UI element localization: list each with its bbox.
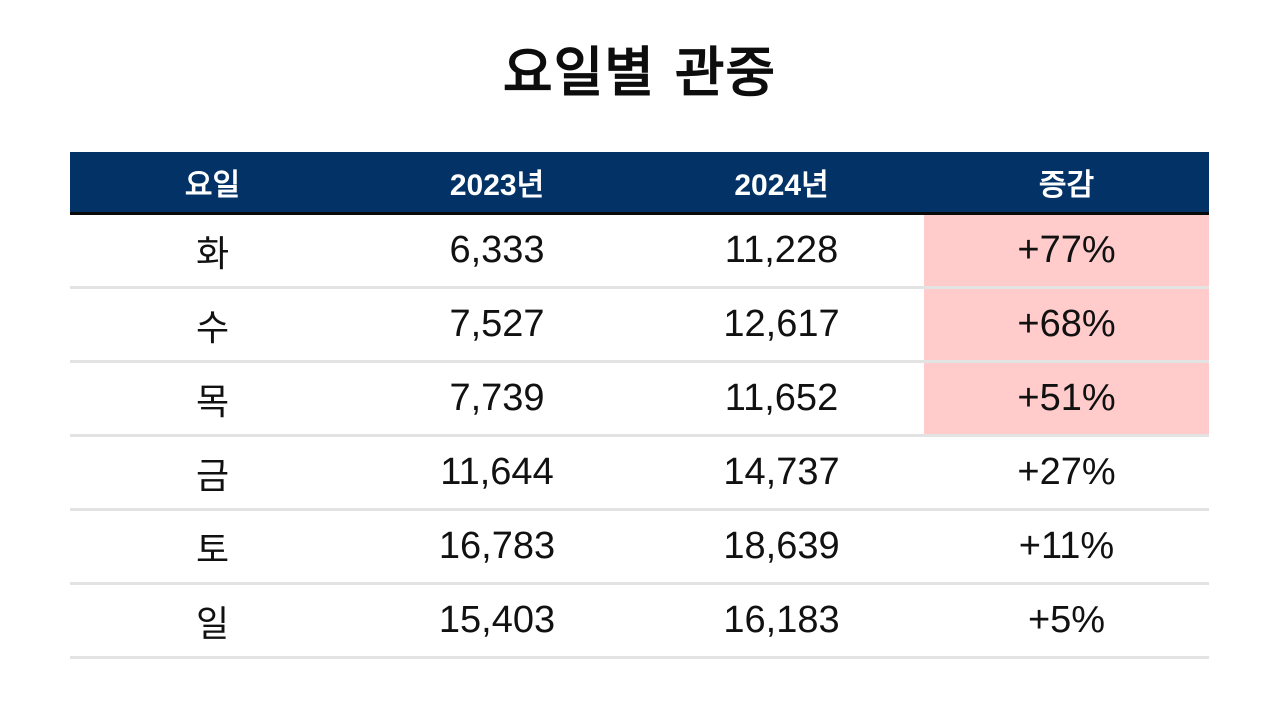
table-row: 목 7,739 11,652 +51% (70, 361, 1209, 437)
cell-day: 금 (70, 435, 355, 511)
table-row: 금 11,644 14,737 +27% (70, 435, 1209, 511)
cell-2023: 16,783 (355, 509, 639, 585)
cell-change: +11% (924, 509, 1209, 585)
cell-change: +68% (924, 287, 1209, 363)
header-day: 요일 (70, 152, 355, 215)
header-2024: 2024년 (639, 152, 924, 215)
cell-2023: 7,739 (355, 361, 639, 437)
cell-day: 화 (70, 213, 355, 289)
cell-day: 목 (70, 361, 355, 437)
cell-day: 토 (70, 509, 355, 585)
cell-2024: 11,652 (639, 361, 924, 437)
cell-2023: 15,403 (355, 583, 639, 659)
table-row: 토 16,783 18,639 +11% (70, 509, 1209, 585)
cell-day: 수 (70, 287, 355, 363)
cell-2023: 7,527 (355, 287, 639, 363)
cell-2024: 11,228 (639, 213, 924, 289)
cell-2023: 11,644 (355, 435, 639, 511)
cell-2024: 18,639 (639, 509, 924, 585)
cell-change: +51% (924, 361, 1209, 437)
cell-2024: 14,737 (639, 435, 924, 511)
header-change: 증감 (924, 152, 1209, 215)
cell-2024: 12,617 (639, 287, 924, 363)
cell-change: +5% (924, 583, 1209, 659)
header-2023: 2023년 (355, 152, 639, 215)
cell-2024: 16,183 (639, 583, 924, 659)
cell-2023: 6,333 (355, 213, 639, 289)
cell-change: +77% (924, 213, 1209, 289)
page-title: 요일별 관중 (502, 41, 777, 104)
table-header-row: 요일 2023년 2024년 증감 (70, 152, 1209, 215)
cell-change: +27% (924, 435, 1209, 511)
table-row: 일 15,403 16,183 +5% (70, 583, 1209, 659)
table-row: 수 7,527 12,617 +68% (70, 287, 1209, 363)
attendance-table: 요일 2023년 2024년 증감 화 6,333 11,228 +77% 수 … (70, 152, 1209, 659)
table-row: 화 6,333 11,228 +77% (70, 213, 1209, 289)
cell-day: 일 (70, 583, 355, 659)
